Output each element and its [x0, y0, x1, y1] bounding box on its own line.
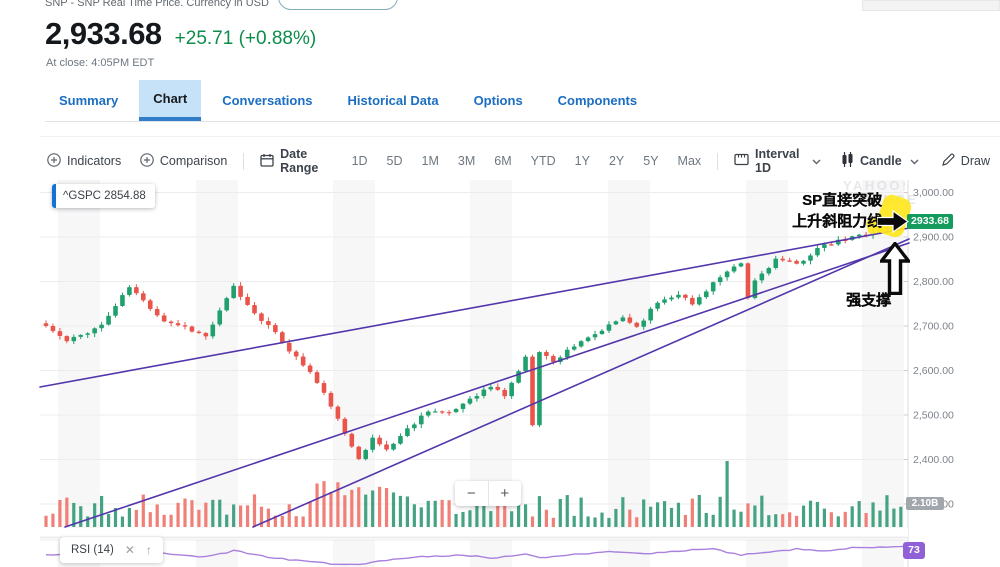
svg-text:3,000.00: 3,000.00 — [913, 187, 954, 199]
svg-text:2,600.00: 2,600.00 — [913, 365, 954, 377]
ticker-legend-label: ^GSPC 2854.88 — [63, 190, 146, 202]
period-3m[interactable]: 3M — [457, 154, 476, 168]
tab-historical-data[interactable]: Historical Data — [347, 93, 439, 108]
rsi-panel-card: RSI (14) ✕ ↑ — [60, 537, 163, 563]
period-5y[interactable]: 5Y — [643, 154, 659, 168]
follow-pill-button[interactable] — [278, 0, 398, 10]
svg-text:YAHOO!: YAHOO! — [843, 178, 909, 193]
quote-subtitle: SNP - SNP Real Time Price. Currency in U… — [45, 0, 269, 9]
svg-text:2,500.00: 2,500.00 — [913, 410, 954, 422]
price-change: +25.71 (+0.88%) — [174, 28, 317, 49]
chevron-down-icon — [910, 154, 919, 168]
ad-edge-bar — [862, 0, 1000, 11]
calendar-icon — [260, 153, 274, 170]
tab-chart[interactable]: Chart — [139, 80, 202, 121]
draw-button[interactable]: Draw — [941, 152, 990, 170]
period-buttons: 1D 5D 1M 3M 6M YTD 1Y 2Y 5Y Max — [352, 154, 702, 168]
svg-text:2,700.00: 2,700.00 — [913, 321, 954, 333]
tab-bar: Summary Chart Conversations Historical D… — [45, 80, 1000, 122]
chevron-down-icon — [812, 154, 821, 168]
interval-dropdown[interactable]: Interval 1D — [734, 147, 821, 175]
date-range-button[interactable]: Date Range — [260, 147, 335, 175]
zoom-in-button[interactable]: + — [500, 485, 510, 502]
zoom-control: − + — [455, 481, 521, 506]
circle-plus-icon — [47, 152, 61, 170]
up-arrow-annotation-icon — [880, 242, 910, 295]
breakout-annotation-text: SP直接突破 上升斜阻力线 — [768, 190, 882, 232]
chart-canvas[interactable]: 3,000.00 2,900.00 2,800.00 2,700.00 2,600.00… — [0, 178, 1000, 567]
chart-type-dropdown[interactable]: Candle — [841, 152, 919, 170]
ticker-legend-chip[interactable]: ^GSPC 2854.88 — [52, 184, 155, 208]
date-range-label: Date Range — [280, 147, 319, 175]
period-1d[interactable]: 1D — [351, 154, 368, 168]
tab-components[interactable]: Components — [557, 93, 638, 108]
breakout-annotation-line1: SP直接突破 — [801, 192, 882, 209]
tab-options[interactable]: Options — [473, 93, 523, 108]
rsi-panel-label: RSI (14) — [71, 544, 114, 556]
period-ytd[interactable]: YTD — [530, 154, 556, 168]
current-price: 2,933.68 — [45, 16, 162, 51]
tab-conversations[interactable]: Conversations — [222, 93, 313, 108]
comparison-label: Comparison — [159, 154, 228, 168]
last-price-axis-badge: 2933.68 — [907, 214, 953, 229]
series-color-bar — [52, 184, 56, 208]
candle-icon — [841, 152, 854, 170]
volume-axis-badge: 2.10B — [906, 497, 944, 510]
expand-up-icon[interactable]: ↑ — [145, 543, 152, 557]
indicators-label: Indicators — [67, 154, 122, 168]
svg-text:2,800.00: 2,800.00 — [913, 276, 954, 288]
rsi-axis-badge: 73 — [903, 542, 925, 559]
breakout-annotation-line2: 上升斜阻力线 — [791, 213, 882, 230]
price-row: 2,933.68 +25.71 (+0.88%) — [45, 16, 316, 52]
chart-module-divider — [40, 136, 1000, 137]
period-5d[interactable]: 5D — [386, 154, 403, 168]
pencil-icon — [941, 152, 955, 170]
indicators-button[interactable]: Indicators — [47, 152, 122, 170]
chart-toolbar: Indicators Comparison Date Range 1D 5D 1… — [47, 147, 990, 175]
svg-text:2,400.00: 2,400.00 — [913, 454, 954, 466]
toolbar-divider — [243, 152, 245, 170]
support-annotation-text: 强支撑 — [846, 292, 892, 309]
comparison-button[interactable]: Comparison — [140, 152, 228, 170]
tab-summary[interactable]: Summary — [59, 93, 119, 108]
period-2y[interactable]: 2Y — [608, 154, 625, 168]
period-1m[interactable]: 1M — [421, 154, 439, 168]
zoom-out-button[interactable]: − — [455, 481, 489, 506]
close-icon[interactable]: ✕ — [124, 543, 135, 557]
interval-icon — [734, 153, 749, 169]
interval-label: Interval 1D — [755, 147, 800, 175]
circle-plus-icon — [140, 152, 154, 170]
period-1y[interactable]: 1Y — [574, 154, 590, 168]
at-close-label: At close: 4:05PM EDT — [46, 57, 155, 69]
svg-text:2,900.00: 2,900.00 — [913, 232, 954, 244]
period-max[interactable]: Max — [677, 154, 702, 168]
period-6m[interactable]: 6M — [494, 154, 512, 168]
draw-label: Draw — [960, 154, 990, 168]
toolbar-divider — [717, 152, 719, 170]
chart-type-label: Candle — [860, 154, 902, 168]
right-arrow-annotation-icon — [877, 210, 909, 233]
